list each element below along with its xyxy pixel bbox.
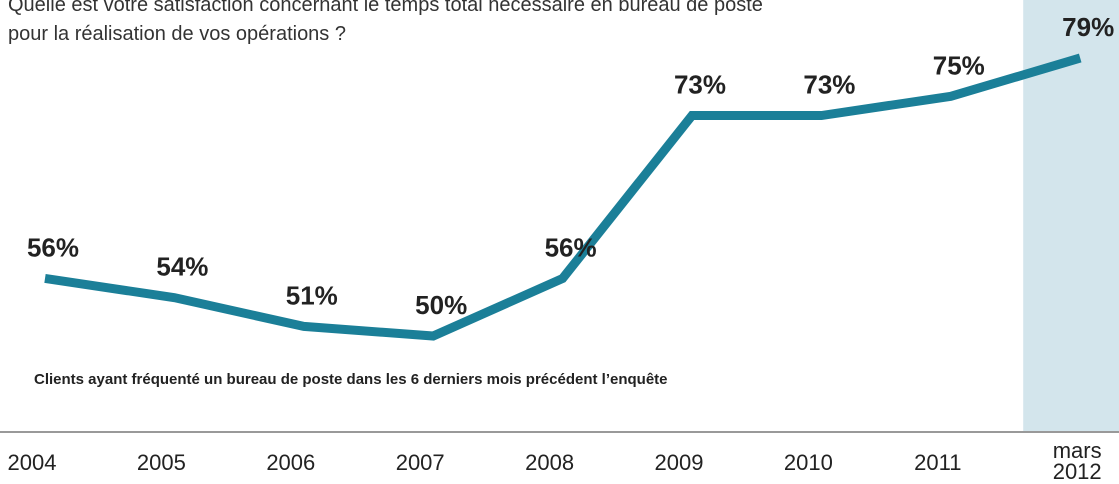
x-tick-label: 2008	[525, 450, 575, 475]
value-label: 79%	[1062, 12, 1114, 42]
value-label: 56%	[545, 232, 597, 262]
line	[44, 53, 1082, 341]
value-label: 51%	[286, 280, 338, 310]
x-tick-label: 2006	[266, 450, 316, 475]
x-tick-label: 2005	[136, 450, 186, 475]
x-tick-label: 2011	[914, 450, 962, 475]
chart-title: Quelle est votre satisfaction concernant…	[8, 0, 763, 45]
value-label: 73%	[803, 70, 855, 100]
x-tick-label: 2009	[654, 450, 704, 475]
value-label: 75%	[933, 50, 985, 80]
value-label: 56%	[27, 232, 79, 262]
value-label: 54%	[156, 252, 208, 282]
note: Clients ayant fréquenté un bureau de pos…	[34, 371, 668, 388]
value-label: 73%	[674, 70, 726, 100]
value-label: 50%	[415, 290, 467, 320]
x-tick-label: 2004	[7, 450, 57, 475]
x-tick-label: mars 2012	[1052, 438, 1102, 484]
x-tick-label: 2007	[395, 450, 445, 475]
x-tick-label: 2010	[783, 450, 833, 475]
